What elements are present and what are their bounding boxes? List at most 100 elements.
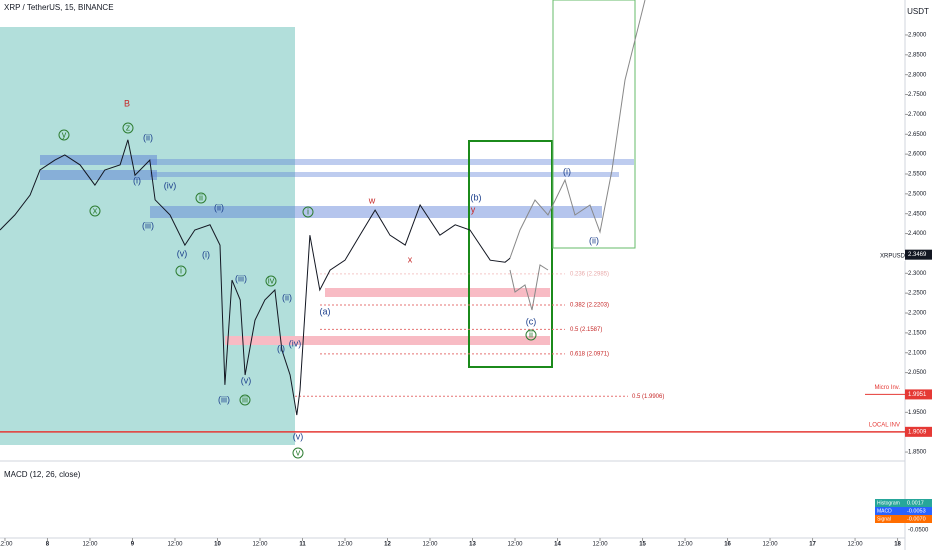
wave-label: z bbox=[126, 122, 131, 132]
macd-name: Signal bbox=[877, 516, 891, 522]
fib-label: 0.5 (2.1587) bbox=[570, 327, 602, 333]
wave-label: iv bbox=[268, 275, 275, 285]
wave-label: (ii) bbox=[282, 292, 292, 302]
wave-label: (iii) bbox=[218, 394, 230, 404]
wave-label: (v) bbox=[241, 375, 252, 385]
x-tick-label: 10 bbox=[214, 542, 221, 548]
wave-label: (iii) bbox=[235, 273, 247, 283]
x-tick-label: 18 bbox=[894, 542, 901, 548]
y-tick-label: 2.5500 bbox=[908, 172, 927, 178]
wave-label: (iii) bbox=[142, 220, 154, 230]
y-tick-label: 2.6500 bbox=[908, 132, 927, 138]
fib-label: 0.5 (1.9906) bbox=[632, 394, 664, 400]
y-tick-label: 2.5000 bbox=[908, 191, 927, 197]
macd-title: MACD (12, 26, close) bbox=[4, 470, 81, 479]
wave-circle bbox=[89, 205, 101, 217]
price-tag bbox=[905, 249, 932, 260]
unit: USDT bbox=[907, 7, 929, 16]
wave-label: (b) bbox=[471, 192, 482, 202]
macd-tag bbox=[875, 499, 905, 507]
y-tick-label: 1.9500 bbox=[908, 410, 927, 416]
y-tick-label: 2.1500 bbox=[908, 330, 927, 336]
wave-circle bbox=[525, 329, 537, 341]
fib-label: 0.236 (2.2985) bbox=[570, 271, 609, 277]
macd-value: 0.0017 bbox=[907, 500, 924, 506]
wave-label: iii bbox=[242, 394, 248, 404]
wave-circle bbox=[175, 265, 187, 277]
wave-label: (ii) bbox=[214, 202, 224, 212]
macd-value-tag bbox=[905, 515, 932, 523]
zone bbox=[40, 170, 157, 180]
box bbox=[468, 140, 553, 368]
x-tick-label: 17 bbox=[809, 542, 816, 548]
x-tick-label: 12:00 bbox=[337, 542, 353, 548]
wave-circle bbox=[292, 447, 304, 459]
x-tick-label: 12:00 bbox=[763, 542, 779, 548]
x-tick-label: 12:00 bbox=[678, 542, 694, 548]
y-tick-label: 2.3000 bbox=[908, 271, 927, 277]
zone bbox=[225, 336, 550, 345]
x-tick-label: 11 bbox=[299, 542, 306, 548]
wave-label: (iv) bbox=[164, 180, 177, 190]
fib-label: 0.618 (2.0971) bbox=[570, 351, 609, 357]
x-tick-label: 12:00 bbox=[508, 542, 524, 548]
wave-label: (iv) bbox=[289, 338, 302, 348]
x-tick-label: 15 bbox=[639, 542, 646, 548]
macd-tag bbox=[875, 507, 905, 515]
x-tick-label: 8 bbox=[46, 542, 50, 548]
title-bg bbox=[0, 1, 130, 15]
x-tick-label: 12 bbox=[384, 542, 391, 548]
wave-label: (v) bbox=[293, 431, 304, 441]
y-tick-label: 2.7000 bbox=[908, 112, 927, 118]
macd-value: -0.0053 bbox=[907, 508, 926, 514]
y-tick-label: 2.1000 bbox=[908, 350, 927, 356]
y-tick-label: 2.9000 bbox=[908, 33, 927, 39]
x-tick-label: 12:00 bbox=[252, 542, 268, 548]
level-tag bbox=[905, 426, 932, 437]
wave-circle bbox=[302, 206, 314, 218]
level-name: Micro Inv. bbox=[874, 385, 900, 391]
macd-name: Histogram bbox=[877, 500, 900, 506]
chart-title: XRP / TetherUS, 15, BINANCE bbox=[4, 3, 114, 12]
x-tick-label: 12:00 bbox=[593, 542, 609, 548]
wave-label: x bbox=[93, 205, 98, 215]
macd-axis: -0.0500 bbox=[908, 528, 929, 534]
price-tag-label: 2.3469 bbox=[908, 252, 927, 258]
level-value: 1.9009 bbox=[908, 429, 927, 435]
y-tick-label: 2.8500 bbox=[908, 52, 927, 58]
fib-label: 0.382 (2.2203) bbox=[570, 303, 609, 309]
wave-circle bbox=[58, 129, 70, 141]
wave-label: B bbox=[124, 98, 130, 108]
wave-label: v bbox=[296, 447, 301, 457]
shaded-zone bbox=[0, 27, 295, 445]
x-tick-label: 14 bbox=[554, 542, 561, 548]
wave-label: (ii) bbox=[143, 132, 153, 142]
wave-label: (c) bbox=[526, 316, 537, 326]
wave-circle bbox=[195, 192, 207, 204]
x-tick-label: 12:00 bbox=[0, 542, 13, 548]
wave-label: ii bbox=[199, 192, 203, 202]
x-tick-label: 13 bbox=[469, 542, 476, 548]
wave-label: (v) bbox=[177, 248, 188, 258]
projection bbox=[509, 264, 549, 311]
x-tick-label: 9 bbox=[131, 542, 135, 548]
zone bbox=[325, 288, 550, 297]
x-tick-label: 12:00 bbox=[423, 542, 439, 548]
wave-circle bbox=[239, 394, 251, 406]
wave-label: w bbox=[368, 195, 376, 205]
x-tick-label: 12:00 bbox=[167, 542, 183, 548]
wave-circle bbox=[122, 122, 134, 134]
x-tick-label: 12:00 bbox=[82, 542, 98, 548]
y-tick-label: 2.8000 bbox=[908, 72, 927, 78]
y-tick-label: 2.4500 bbox=[908, 211, 927, 217]
y-tick-label: 2.2500 bbox=[908, 291, 927, 297]
y-tick-label: 2.0500 bbox=[908, 370, 927, 376]
wave-label: (a) bbox=[320, 306, 331, 316]
wave-label: y bbox=[471, 204, 476, 214]
y-tick-label: 2.6000 bbox=[908, 152, 927, 158]
y-tick-label: 2.7500 bbox=[908, 92, 927, 98]
zone bbox=[150, 159, 634, 165]
symbol: XRPUSDT bbox=[880, 254, 909, 260]
y-tick-label: 2.2000 bbox=[908, 311, 927, 317]
wave-label: (i) bbox=[563, 166, 571, 176]
